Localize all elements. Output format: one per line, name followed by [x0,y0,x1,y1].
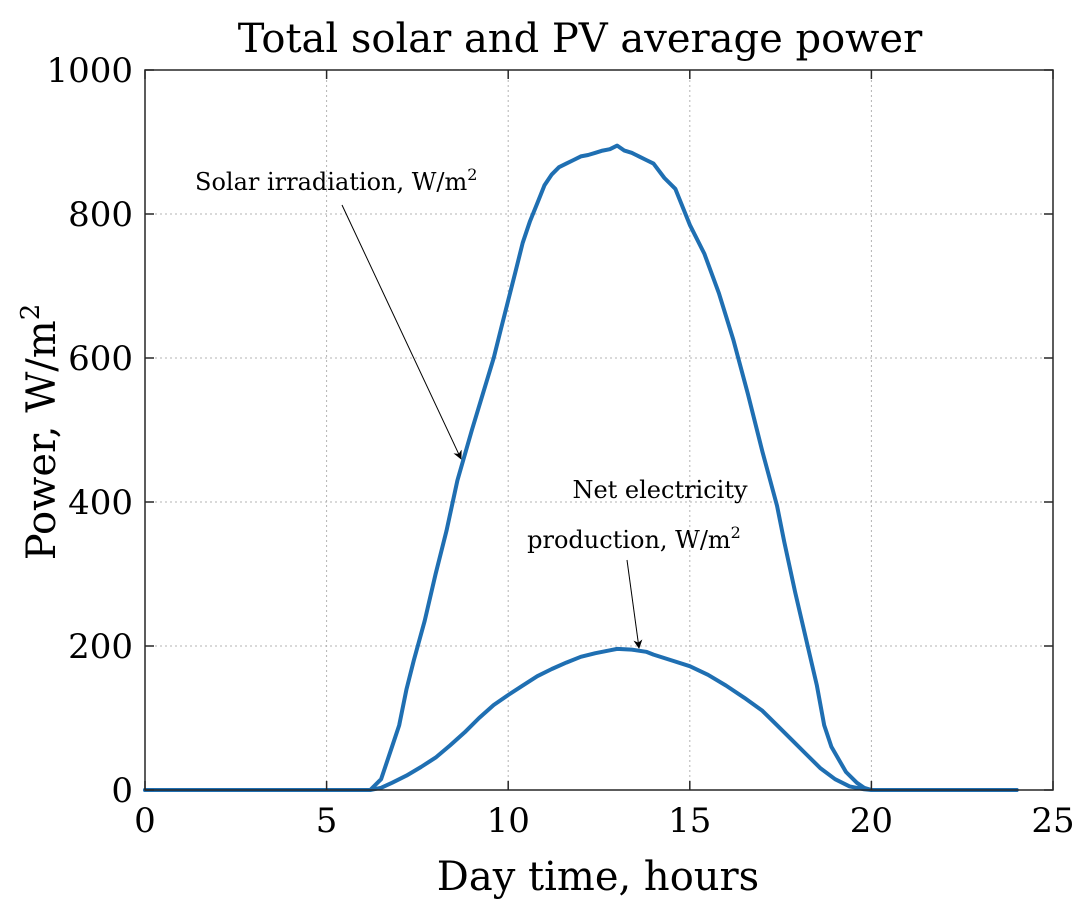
chart-title: Total solar and PV average power [238,16,923,62]
tick-labels: 0 5 10 15 20 25 0 200 400 600 800 1000 [46,51,1074,841]
annotation-solar-label: Solar irradiation, W/m [195,168,467,196]
annotation-net-line2: production, W/m2 [527,523,741,554]
plot-frame [144,69,1054,791]
grid [145,70,1053,790]
x-tick-label: 5 [316,801,338,841]
x-tick-label: 20 [850,801,893,841]
annotation-net-line1: Net electricity [572,476,748,504]
annotation-solar-irradiation: Solar irradiation, W/m2 [195,165,477,460]
y-tick-label: 200 [68,627,133,667]
axes [144,69,1054,791]
series-line-solar-irradiation [143,143,1019,792]
y-axis-label: Power, W/m2 [16,304,65,561]
y-axis-label-superscript: 2 [16,304,46,321]
y-tick-label: 600 [68,339,133,379]
y-tick-label: 1000 [46,51,133,91]
y-tick-label: 800 [68,195,133,235]
y-axis-label-group: Power, W/m2 [16,304,65,561]
y-tick-label: 0 [111,771,133,811]
annotation-solar-text: Solar irradiation, W/m2 [195,165,477,196]
y-axis-label-text: Power, W/m [19,320,65,560]
x-tick-label: 0 [134,801,156,841]
annotation-net-label: production, W/m [527,526,731,554]
annotation-net-arrow [626,559,643,649]
x-tick-label: 10 [487,801,530,841]
x-tick-label: 25 [1031,801,1074,841]
annotation-solar-arrow [341,204,462,460]
series-line-net-electricity [143,646,1019,792]
annotation-net-superscript: 2 [731,523,741,542]
series-layer [143,143,1019,792]
x-tick-label: 15 [668,801,711,841]
annotation-solar-superscript: 2 [467,165,477,184]
x-axis-label: Day time, hours [437,854,759,900]
annotation-net-electricity: Net electricity production, W/m2 [527,476,748,649]
y-tick-label: 400 [68,483,133,523]
